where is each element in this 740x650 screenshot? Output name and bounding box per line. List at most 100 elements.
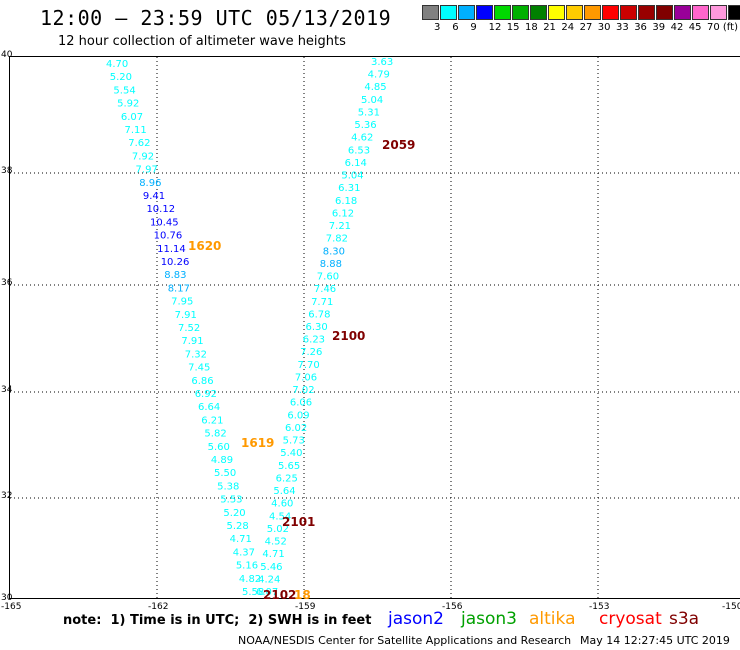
- wave-height-value: 5.82: [204, 429, 226, 440]
- satellite-legend-jason2: jason2: [388, 609, 444, 629]
- wave-height-value: 5.46: [260, 562, 282, 573]
- wave-height-value: 4.54: [269, 511, 291, 522]
- wave-height-value: 4.71: [262, 549, 284, 560]
- wave-height-value: 8.96: [139, 178, 161, 189]
- wave-height-value: 7.32: [185, 349, 207, 360]
- wave-height-value: 7.11: [125, 125, 147, 136]
- wave-height-value: 6.14: [345, 158, 367, 169]
- color-scale-label: 3: [434, 22, 441, 33]
- wave-height-value: 5.92: [117, 99, 139, 110]
- wave-height-value: 6.18: [335, 196, 357, 207]
- map-plot-area: 4.70 5.20 5.54 5.92 6.07 7.11 7.62 7.92 7.97 8.96…: [9, 56, 740, 602]
- color-scale-label: 6: [452, 22, 459, 33]
- wave-height-value: 10.26: [161, 257, 190, 268]
- wave-height-value: 8.30: [323, 246, 345, 257]
- satellite-legend-cryosat: cryosat: [599, 609, 662, 629]
- wave-height-value: 6.31: [338, 183, 360, 194]
- wave-height-value: 7.45: [188, 363, 210, 374]
- x-tick-label: -159: [295, 602, 316, 612]
- wave-height-value: 9.41: [143, 191, 165, 202]
- color-swatch: [458, 5, 475, 20]
- wave-height-value: 6.78: [308, 309, 330, 320]
- color-swatch: [602, 5, 619, 20]
- wave-height-value: 5.38: [217, 481, 239, 492]
- wave-height-value: 8.83: [164, 270, 186, 281]
- wave-height-value: 7.21: [329, 221, 351, 232]
- color-swatch: [638, 5, 655, 20]
- wave-height-value: 7.92: [132, 151, 154, 162]
- wave-height-value: 7.46: [314, 284, 336, 295]
- wave-height-value: 5.02: [267, 524, 289, 535]
- pass-time-label: 2101: [282, 515, 315, 529]
- wave-height-value: 6.92: [195, 389, 217, 400]
- wave-height-value: 5.28: [227, 521, 249, 532]
- satellite-legend-s3a: s3a: [669, 609, 700, 629]
- wave-height-value: 7.26: [300, 347, 322, 358]
- wave-height-value: 11.14: [157, 244, 186, 255]
- color-swatch: [620, 5, 637, 20]
- color-swatch: [476, 5, 493, 20]
- color-scale-label: 18: [525, 22, 538, 33]
- wave-height-value: 5.40: [280, 448, 302, 459]
- y-tick-label: 30: [1, 593, 13, 603]
- wave-height-value: 7.70: [297, 360, 319, 371]
- wave-height-value: 6.06: [290, 398, 312, 409]
- wave-height-value: 4.62: [351, 133, 373, 144]
- color-scale-label: 39: [652, 22, 666, 33]
- wave-height-value: 5.31: [358, 107, 380, 118]
- altimeter-map-svg: 4.70 5.20 5.54 5.92 6.07 7.11 7.62 7.92 7.97 8.96…: [10, 57, 740, 602]
- wave-height-value: 7.60: [317, 272, 339, 283]
- color-swatch: [512, 5, 529, 20]
- y-tick-label: 32: [1, 491, 13, 501]
- wave-height-value: 4.89: [211, 455, 233, 466]
- color-swatch: [674, 5, 691, 20]
- credit-line: NOAA/NESDIS Center for Satellite Applica…: [238, 634, 572, 647]
- wave-height-value: 5.73: [283, 436, 305, 447]
- y-tick-label: 34: [1, 385, 13, 395]
- wave-height-value: 6.30: [306, 322, 328, 333]
- pass-time-label: 18: [294, 588, 311, 600]
- x-tick-label: -162: [148, 602, 169, 612]
- wave-height-value: 7.71: [311, 297, 333, 308]
- color-swatch: [566, 5, 583, 20]
- wave-height-value: 6.09: [287, 410, 309, 421]
- footnote: note: 1) Time is in UTC; 2) SWH is in fe…: [63, 613, 372, 628]
- color-scale-label: 27: [579, 22, 593, 33]
- color-scale-label: 21: [543, 22, 556, 33]
- wave-height-value: 5.20: [223, 508, 245, 519]
- wave-height-value: 5.04: [361, 95, 383, 106]
- generated-timestamp: May 14 12:27:45 UTC 2019: [580, 634, 730, 647]
- color-scale-label: 30: [597, 22, 611, 33]
- wave-height-value: 5.04: [341, 171, 363, 182]
- wave-height-value: 5.58: [242, 587, 264, 598]
- y-tick-label: 38: [1, 166, 13, 176]
- color-swatch: [692, 5, 709, 20]
- wave-height-value: 5.65: [278, 461, 300, 472]
- wave-height-value: 6.07: [121, 112, 143, 123]
- wave-height-value: 7.02: [292, 385, 314, 396]
- wave-height-value: 5.16: [236, 561, 258, 572]
- wave-height-value: 4.60: [271, 499, 293, 510]
- pass-time-label: 2100: [332, 329, 365, 343]
- color-swatch: [584, 5, 601, 20]
- wave-height-value: 6.12: [332, 208, 354, 219]
- wave-height-value: 6.07: [256, 587, 278, 598]
- wave-height-value: 7.82: [326, 234, 348, 245]
- wave-height-value: 4.24: [258, 574, 280, 585]
- wave-height-value: 4.71: [230, 534, 252, 545]
- color-scale-label: 33: [616, 22, 629, 33]
- wave-height-value: 10.76: [154, 231, 183, 242]
- color-swatch: [656, 5, 673, 20]
- page-subtitle: 12 hour collection of altimeter wave hei…: [58, 34, 346, 49]
- satellite-legend-altika: altika: [529, 609, 576, 629]
- wave-height-value: 4.70: [106, 59, 128, 70]
- x-tick-label: -165: [1, 602, 22, 612]
- color-swatch: [494, 5, 511, 20]
- pass-time-label: 2102: [263, 588, 296, 600]
- color-swatch: [422, 5, 439, 20]
- color-scale-label: 24: [561, 22, 575, 33]
- pass-time-label: 1619: [241, 436, 274, 450]
- wave-height-value: 5.53: [220, 495, 242, 506]
- wave-height-value: 8.88: [320, 259, 342, 270]
- wave-height-value: 4.79: [368, 70, 390, 81]
